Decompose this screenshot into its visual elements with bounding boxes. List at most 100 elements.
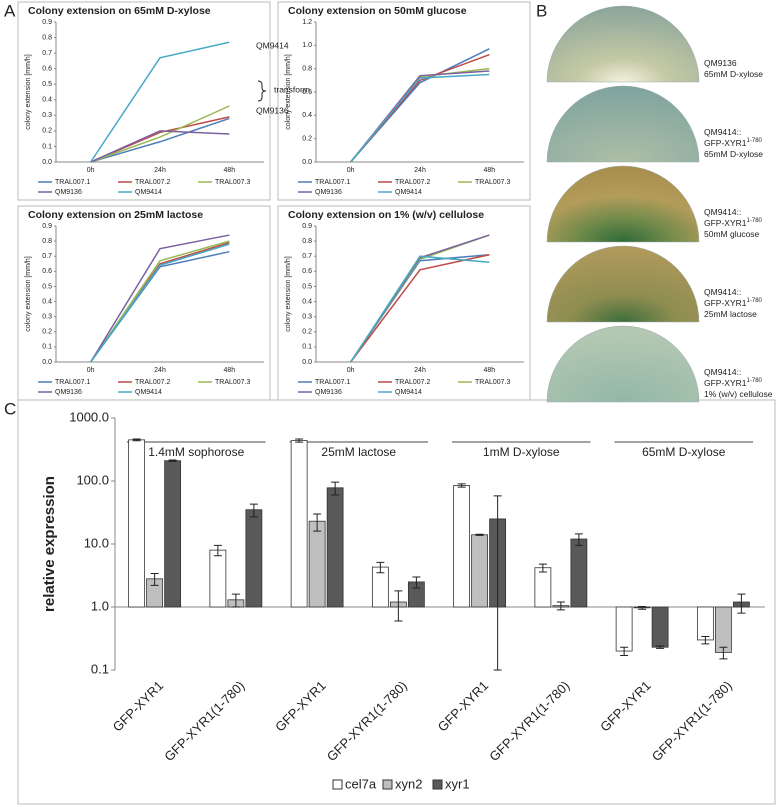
x-tick-label: 48h: [483, 367, 495, 374]
caption-text: 65mM D-xylose: [704, 69, 763, 79]
error-bar: [331, 481, 340, 496]
caption-text: GFP-XYR1: [704, 138, 747, 148]
x-tick-label: 24h: [154, 167, 166, 174]
x-tick-label: 24h: [414, 167, 426, 174]
y-axis-title: colony extension [mm/h]: [25, 54, 32, 130]
error-bar: [620, 646, 629, 656]
bar: [651, 606, 669, 648]
caption-text: QM9414::: [704, 287, 741, 297]
y-tick-label: 0.5: [42, 283, 52, 290]
caption-superscript: 1-780: [747, 138, 763, 144]
caption-text: QM9414::: [704, 367, 741, 377]
plate-caption: 50mM glucose: [704, 229, 760, 239]
bar: [615, 606, 633, 652]
y-tick-label: 0.6: [302, 268, 312, 275]
x-tick-label: 0h: [347, 367, 355, 374]
legend-label: TRAL007.2: [135, 179, 171, 186]
y-tick-label: 0.2: [302, 329, 312, 336]
caption-text: GFP-XYR1: [704, 378, 747, 388]
legend-label: TRAL007.2: [395, 379, 431, 386]
x-tick-label: 48h: [483, 167, 495, 174]
legend-label: TRAL007.3: [215, 179, 251, 186]
plate-caption: 65mM D-xylose: [704, 149, 763, 159]
error-bar: [656, 645, 665, 649]
x-tick-label: 24h: [154, 367, 166, 374]
error-bar: [150, 573, 159, 586]
legend-label: TRAL007.3: [215, 379, 251, 386]
legend-label: xyr1: [445, 776, 470, 791]
y-tick-label: 0.9: [42, 223, 52, 230]
error-bar: [394, 590, 403, 622]
chart-title: Colony extension on 65mM D-xylose: [28, 5, 211, 17]
series-line: [90, 105, 230, 163]
y-tick-label: 0.0: [302, 359, 312, 366]
y-axis-title: colony extension [mm/h]: [25, 256, 32, 332]
y-tick-label: 0.7: [42, 50, 52, 57]
plate-caption: 25mM lactose: [704, 309, 757, 319]
error-bar: [719, 646, 728, 660]
y-tick-label: 0.4: [302, 298, 312, 305]
panel-frame: [17, 399, 776, 805]
plate-caption: QM9414::: [704, 367, 741, 377]
bar: [128, 439, 146, 608]
bar: [290, 440, 308, 608]
caption-text: QM9414::: [704, 127, 741, 137]
y-tick-label: 0.5: [42, 81, 52, 88]
legend-label: xyn2: [395, 776, 422, 791]
x-tick-label: 0h: [347, 167, 355, 174]
plate-photo: [546, 85, 700, 163]
y-tick-label: 0.4: [42, 298, 52, 305]
y-tick-label: 0.3: [42, 314, 52, 321]
group-label: 65mM D-xylose: [642, 445, 726, 459]
error-bar: [249, 503, 258, 518]
plate-caption: QM9136: [704, 58, 737, 68]
y-axis-title: relative expression: [41, 476, 58, 612]
group-label: 25mM lactose: [321, 445, 396, 459]
bar: [453, 485, 471, 608]
y-tick-label: 0.1: [42, 344, 52, 351]
series-line: [350, 255, 490, 363]
bar: [245, 509, 263, 608]
panel-frame: [277, 1, 531, 201]
legend-label: TRAL007.2: [135, 379, 171, 386]
panel-label: C: [4, 399, 16, 418]
y-tick-label: 0.8: [302, 238, 312, 245]
y-tick-label: 1.0: [91, 598, 109, 613]
caption-text: QM9136: [704, 58, 737, 68]
annotation: QM9414: [256, 40, 289, 50]
legend-label: QM9414: [135, 389, 162, 396]
legend-label: TRAL007.2: [395, 179, 431, 186]
y-tick-label: 0.3: [302, 314, 312, 321]
error-bar: [313, 513, 322, 532]
y-tick-label: 0.9: [42, 19, 52, 26]
plate-caption: GFP-XYR11-780: [704, 138, 763, 149]
caption-text: QM9414::: [704, 207, 741, 217]
bar: [471, 534, 489, 608]
y-tick-label: 0.8: [42, 238, 52, 245]
annotation: QM9136: [256, 105, 289, 115]
group-label: 1.4mM sophorose: [148, 445, 244, 459]
legend-label: QM9414: [395, 389, 422, 396]
plate-caption: GFP-XYR11-780: [704, 378, 763, 389]
y-tick-label: 0.9: [302, 223, 312, 230]
error-bar: [638, 605, 647, 610]
caption-text: 1% (w/v) cellulose: [704, 389, 773, 399]
y-tick-label: 100.0: [76, 472, 109, 487]
y-axis-title: colony extension [mm/h]: [285, 54, 292, 130]
series-line: [90, 234, 230, 363]
caption-superscript: 1-780: [747, 298, 763, 304]
error-bar: [701, 636, 710, 645]
error-bar: [737, 593, 746, 614]
caption-text: 25mM lactose: [704, 309, 757, 319]
y-tick-label: 0.0: [302, 159, 312, 166]
series-line: [90, 130, 230, 163]
legend-label: TRAL007.3: [475, 179, 511, 186]
error-bar: [213, 544, 222, 557]
chart-title: Colony extension on 25mM lactose: [28, 209, 203, 221]
error-bar: [475, 533, 484, 536]
plate-caption: GFP-XYR11-780: [704, 298, 763, 309]
plate-caption: 1% (w/v) cellulose: [704, 389, 773, 399]
error-bar: [376, 561, 385, 574]
plate-photo: [546, 245, 700, 323]
